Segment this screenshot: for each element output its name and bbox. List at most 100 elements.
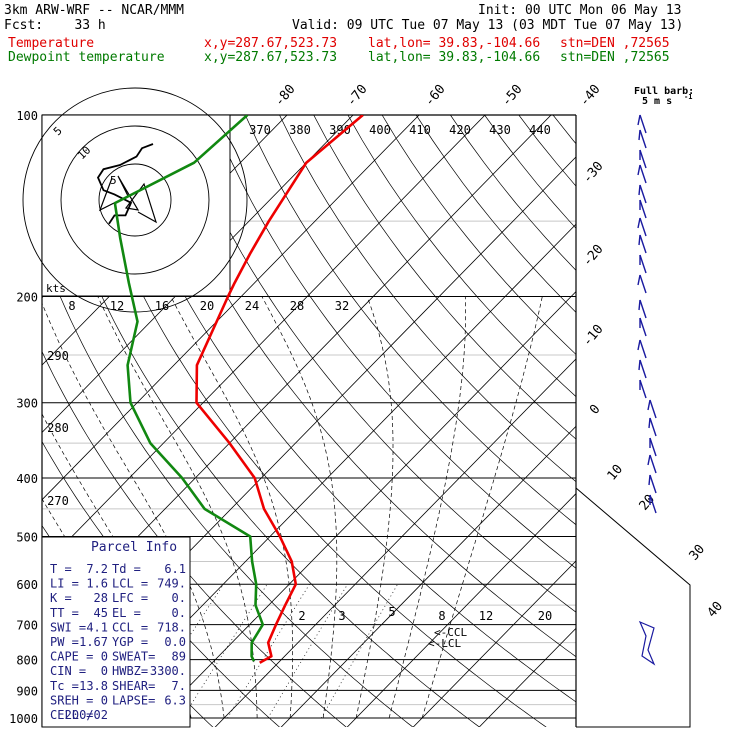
- isotherm-label: 30: [687, 542, 709, 564]
- lower-extension: [575, 487, 691, 728]
- parcel-value: 0: [101, 693, 108, 707]
- parcel-value: 200/02: [65, 708, 108, 722]
- wind-barb-staff: [639, 339, 647, 359]
- hodograph-speed-label: 12: [110, 299, 124, 313]
- parcel-label: CELL =: [50, 708, 93, 722]
- hodograph-speed-label: 20: [200, 299, 214, 313]
- dry-adiabat: [450, 115, 576, 271]
- parcel-label: SWEAT=: [112, 650, 155, 664]
- barb-legend-units: 5 m s: [642, 96, 672, 107]
- isotherm-label: -30: [580, 159, 607, 187]
- dry-adiabat: [108, 115, 576, 703]
- parcel-value: 1.6: [86, 577, 108, 591]
- wind-barb-staff: [639, 129, 647, 149]
- lcl-marker: <-LCL: [428, 637, 461, 650]
- wind-barb-staff: [639, 217, 647, 237]
- dry-adiabat: [484, 115, 576, 229]
- isotherm-label: -70: [344, 82, 371, 110]
- wind-barb-staff: [649, 474, 657, 494]
- theta-label: 380: [289, 123, 311, 137]
- moist-adiabat: [355, 296, 394, 719]
- wind-barb-staff: [649, 437, 657, 457]
- pressure-tick-label: 500: [16, 530, 38, 544]
- isotherm-label: -50: [499, 82, 526, 110]
- isotherm-label: -10: [580, 322, 607, 350]
- dewpoint-profile: [113, 115, 265, 662]
- mixing-ratio-label: 5: [388, 605, 395, 619]
- hodograph-speed-label: 16: [155, 299, 169, 313]
- wind-barb-flag: [648, 417, 651, 429]
- wind-barb-flag: [637, 274, 641, 286]
- parcel-info-frame: [41, 536, 191, 728]
- isotherm-label: 10: [605, 462, 627, 484]
- hodograph-units: kts: [46, 282, 66, 295]
- parcel-label: CCL =: [112, 620, 148, 634]
- wind-barb-flag: [638, 234, 641, 246]
- wind-barb-flag: [637, 217, 641, 229]
- moist-adiabat: [42, 302, 225, 719]
- hodograph-trace: [96, 143, 154, 225]
- parcel-label: SREH =: [50, 693, 93, 707]
- parcel-value: 7.2: [86, 562, 108, 576]
- isotherm: [148, 291, 576, 727]
- parcel-label: LFC =: [112, 591, 148, 605]
- moist-adiabat: [261, 296, 338, 719]
- barb-legend-exponent: -1: [684, 93, 692, 101]
- parcel-value: 1.67: [79, 635, 108, 649]
- hodograph-speed-label: 24: [245, 299, 259, 313]
- wind-barb-staff: [649, 399, 657, 419]
- wind-barb-flag: [637, 114, 641, 126]
- barb-legend-title: Full barb:: [634, 86, 694, 97]
- theta-label: 410: [409, 123, 431, 137]
- parcel-label: K =: [50, 591, 72, 605]
- parcel-value: 0: [101, 650, 108, 664]
- pressure-tick-label: 400: [16, 472, 38, 486]
- dry-adiabat: [244, 115, 576, 526]
- isotherm-label: -80: [272, 82, 299, 110]
- parcel-value: 6.3: [164, 693, 186, 707]
- theta-side-label: 270: [47, 494, 69, 508]
- isotherm: [214, 358, 576, 727]
- isotherm-label: -60: [422, 82, 449, 110]
- wind-barb-staff: [639, 359, 647, 379]
- parcel-value: 45: [94, 606, 108, 620]
- moist-adiabat: [421, 296, 543, 719]
- wind-barb-staff: [639, 274, 647, 294]
- mixing-ratio-line: [320, 584, 399, 719]
- parcel-value: 0: [101, 664, 108, 678]
- dry-adiabat: [176, 115, 576, 613]
- wind-barb-staff: [639, 114, 647, 134]
- mixing-ratio-label: 20: [538, 609, 552, 623]
- dewpoint-xy: x,y=287.67,523.73: [204, 50, 338, 65]
- dewpoint-legend: Dewpoint temperature: [8, 50, 165, 65]
- isotherm: [42, 115, 420, 501]
- mixing-ratio-label: 8: [438, 609, 445, 623]
- theta-side-label: 280: [47, 421, 69, 435]
- parcel-value: 4.1: [86, 620, 108, 634]
- wind-barb-flag: [638, 359, 641, 371]
- theta-label: 400: [369, 123, 391, 137]
- isotherm: [412, 560, 576, 727]
- parcel-label: LAPSE=: [112, 693, 155, 707]
- parcel-label: LCL =: [112, 577, 148, 591]
- dry-adiabat: [42, 121, 480, 727]
- wind-barb-staff: [639, 299, 647, 319]
- parcel-value: 0.: [172, 606, 186, 620]
- dry-adiabat: [74, 115, 547, 727]
- dry-adiabat: [0, 115, 16, 731]
- dry-adiabat: [313, 115, 576, 440]
- hodograph-ring: [60, 125, 210, 275]
- hodograph-trace-lower: [98, 175, 158, 224]
- temperature-station: stn=DEN ,72565: [560, 36, 670, 51]
- mixing-ratio-label: 12: [479, 609, 493, 623]
- init-time: Init: 00 UTC Mon 06 May 13: [478, 3, 682, 18]
- isotherm: [346, 493, 576, 727]
- forecast-hour: Fcst: 33 h: [4, 18, 106, 33]
- mixing-ratio-line: [227, 584, 310, 719]
- wind-barb-staff: [639, 199, 647, 219]
- parcel-value: 0.: [172, 591, 186, 605]
- temperature-xy: x,y=287.67,523.73: [204, 36, 338, 51]
- theta-label: 390: [329, 123, 351, 137]
